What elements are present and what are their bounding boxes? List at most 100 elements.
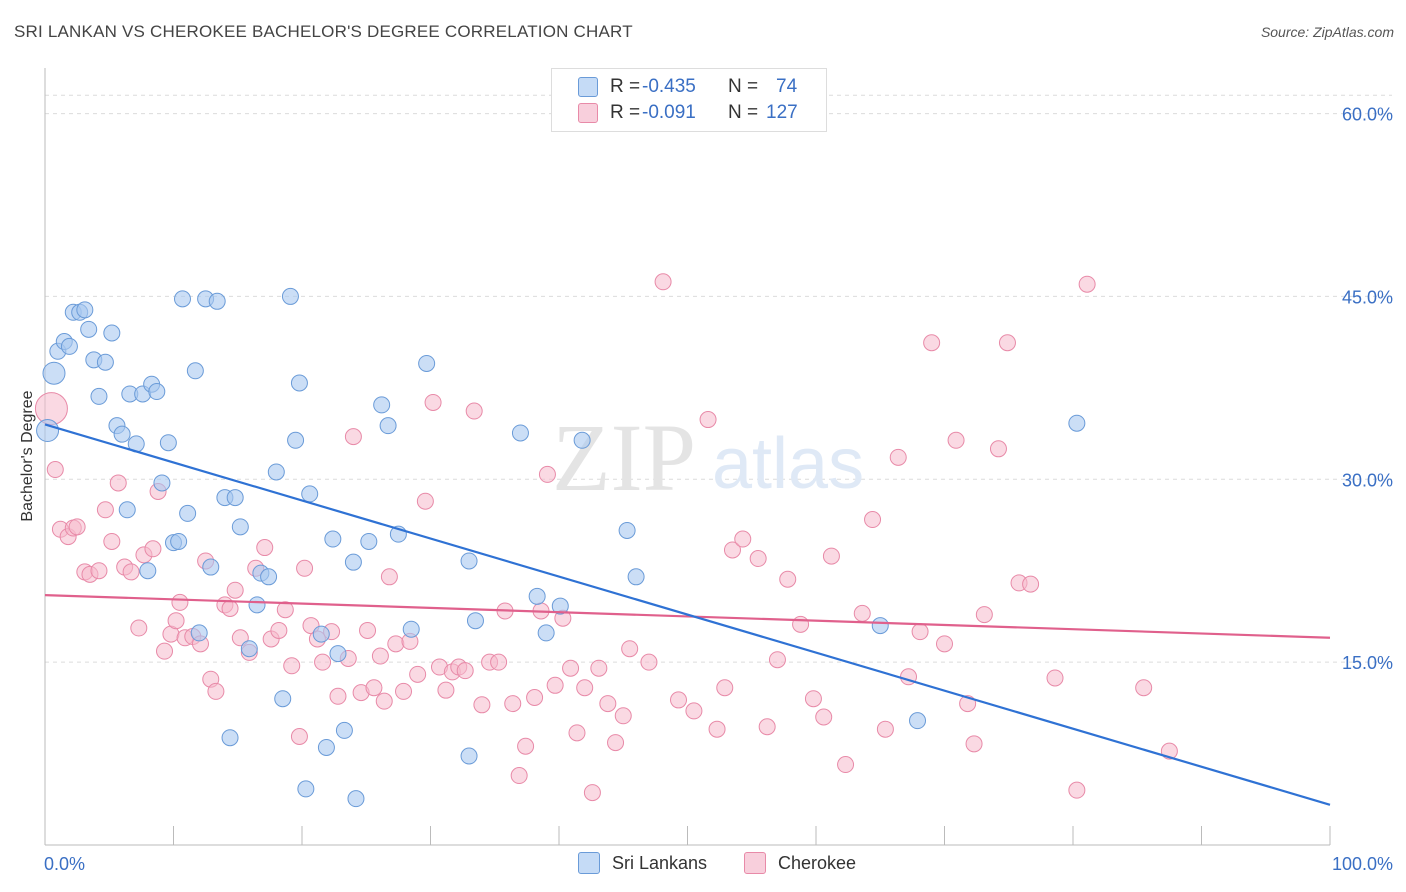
sri-lankan-point xyxy=(329,645,347,663)
legend-r-value: -0.091 xyxy=(642,102,696,123)
sri-lankan-point xyxy=(36,419,60,443)
cherokee-point xyxy=(207,682,225,700)
cherokee-point xyxy=(685,702,703,720)
cherokee-point xyxy=(576,679,594,697)
cherokee-point xyxy=(989,440,1007,458)
sri-lankan-point xyxy=(460,552,478,570)
cherokee-point xyxy=(562,659,580,677)
watermark-zip: ZIP xyxy=(552,404,696,511)
legend-item-sri-lankans[interactable]: Sri Lankans xyxy=(578,852,707,874)
cherokee-point xyxy=(380,568,398,586)
cherokee-point xyxy=(221,600,239,618)
cherokee-point xyxy=(654,273,672,291)
y-tick-label: 30.0% xyxy=(1342,470,1393,490)
cherokee-point xyxy=(365,679,383,697)
cherokee-point xyxy=(538,465,556,483)
cherokee-point xyxy=(621,640,639,658)
cherokee-point xyxy=(90,562,108,580)
cherokee-point xyxy=(226,581,244,599)
legend-n-label: N = xyxy=(728,102,759,123)
legend-row-sri-lankans: R = -0.435 N = 74 xyxy=(552,74,797,100)
sri-lankan-point xyxy=(76,301,94,319)
cherokee-point xyxy=(758,718,776,736)
cherokee-point xyxy=(779,570,797,588)
sri-lankan-point xyxy=(528,587,546,605)
cherokee-point xyxy=(109,474,127,492)
sri-lankan-point xyxy=(1068,414,1086,432)
cherokee-point xyxy=(975,606,993,624)
legend-swatch-blue xyxy=(578,852,600,874)
cherokee-point xyxy=(395,682,413,700)
stats-legend: R = -0.435 N = 74 R = -0.091 N = 127 xyxy=(551,68,827,132)
cherokee-point xyxy=(375,692,393,710)
y-axis-label: Bachelor's Degree xyxy=(19,390,36,522)
cherokee-point xyxy=(510,767,528,785)
cherokee-point xyxy=(936,635,953,653)
cherokee-point xyxy=(270,621,288,639)
sri-lankan-point xyxy=(312,625,330,643)
sri-lankan-trend-line xyxy=(44,423,1331,806)
cherokee-point xyxy=(607,734,625,752)
sri-lankan-point xyxy=(148,383,166,401)
chart-source: Source: ZipAtlas.com xyxy=(1260,24,1394,40)
y-tick-label: 15.0% xyxy=(1342,653,1393,673)
cherokee-point xyxy=(171,593,189,611)
sri-lankan-point xyxy=(317,738,335,756)
sri-lankan-point xyxy=(179,504,197,522)
cherokee-point xyxy=(387,635,405,653)
cherokee-point xyxy=(768,651,786,669)
sri-lankan-point xyxy=(287,431,305,449)
legend-n-value: 74 xyxy=(776,76,798,97)
cherokee-point xyxy=(359,621,377,639)
sri-lankan-point xyxy=(231,518,249,536)
sri-lankan-point xyxy=(402,620,420,638)
legend-label-cherokee: Cherokee xyxy=(778,852,857,873)
sri-lankan-point xyxy=(113,425,131,443)
cherokee-point xyxy=(437,681,455,699)
cherokee-point xyxy=(231,629,249,647)
cherokee-point xyxy=(804,690,822,708)
cherokee-point xyxy=(723,541,741,559)
cherokee-point xyxy=(96,501,114,519)
cherokee-point xyxy=(130,619,148,637)
cherokee-point xyxy=(144,540,162,558)
sri-lankan-point xyxy=(103,324,121,342)
sri-lankan-point xyxy=(90,387,108,405)
sri-lankan-point xyxy=(301,485,319,503)
cherokee-points xyxy=(34,273,1178,802)
cherokee-point xyxy=(1135,679,1153,697)
cherokee-point xyxy=(167,612,185,630)
legend-swatch-blue xyxy=(578,77,598,97)
legend-n-label: N = xyxy=(728,76,759,97)
sri-lankan-point xyxy=(202,558,220,576)
sri-lankan-point xyxy=(240,640,258,658)
series-legend: Sri Lankans Cherokee xyxy=(0,852,1406,878)
cherokee-point xyxy=(456,662,474,680)
cherokee-point xyxy=(465,402,483,420)
sri-lankan-point xyxy=(618,521,636,539)
sri-lankan-point xyxy=(335,721,353,739)
cherokee-point xyxy=(296,559,314,577)
sri-lankan-point xyxy=(186,362,204,380)
cherokee-point xyxy=(734,530,752,548)
cherokee-point xyxy=(329,687,347,705)
cherokee-point xyxy=(490,653,508,671)
cherokee-point xyxy=(911,623,929,641)
legend-label-sri-lankans: Sri Lankans xyxy=(612,852,708,873)
cherokee-point xyxy=(256,539,274,557)
cherokee-point xyxy=(517,737,535,755)
legend-item-cherokee[interactable]: Cherokee xyxy=(744,852,856,874)
cherokee-point xyxy=(749,550,767,568)
watermark: ZIP atlas xyxy=(552,404,864,511)
cherokee-point xyxy=(156,642,174,660)
cherokee-point xyxy=(998,334,1016,352)
cherokee-point xyxy=(837,756,855,774)
sri-lankan-points xyxy=(36,287,1086,808)
sri-lankan-point xyxy=(208,292,226,310)
cherokee-point xyxy=(504,695,522,713)
sri-lankan-point xyxy=(627,568,645,586)
sri-lankan-point xyxy=(60,337,78,355)
sri-lankan-point xyxy=(573,431,591,449)
cherokee-point xyxy=(314,653,332,671)
